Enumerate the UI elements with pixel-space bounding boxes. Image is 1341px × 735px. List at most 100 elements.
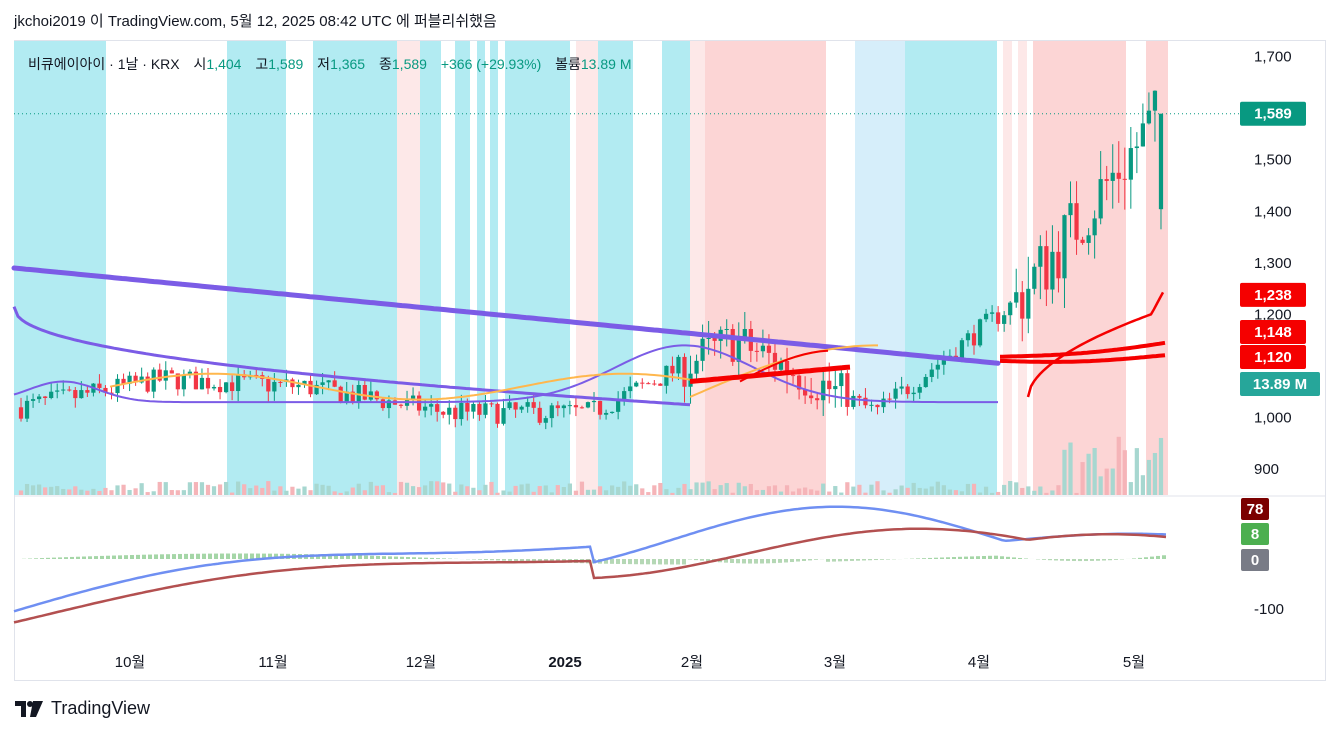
volume-bar	[175, 490, 180, 495]
volume-bar	[549, 492, 554, 495]
candle-body	[609, 411, 615, 413]
x-tick-label: 11월	[258, 654, 287, 671]
volume-bar	[525, 483, 530, 495]
volume-bar	[712, 489, 717, 495]
oscillator-histogram-bar	[628, 559, 632, 565]
candle-body	[296, 384, 301, 388]
volume-bar	[398, 481, 404, 495]
candle-body	[1152, 90, 1158, 111]
y-tick-label: 900	[1254, 461, 1279, 478]
volume-bar	[670, 492, 675, 495]
volume-bar	[694, 482, 699, 495]
candle-body	[1008, 302, 1013, 316]
oscillator-histogram-bar	[154, 554, 158, 559]
oscillator-histogram-bar	[274, 553, 278, 559]
candle-body	[109, 392, 114, 394]
oscillator-histogram-bar	[916, 558, 920, 559]
volume-bar	[1020, 487, 1025, 495]
volume-bar	[700, 482, 705, 495]
oscillator-histogram-bar	[262, 553, 266, 559]
candle-body	[676, 356, 681, 374]
candle-body	[682, 356, 687, 387]
candle-body	[941, 359, 946, 365]
oscillator-histogram-bar	[604, 559, 608, 564]
volume-bar	[736, 482, 741, 495]
candle-body	[634, 382, 639, 387]
ma-red-1238-line	[1026, 291, 1165, 398]
oscillator-histogram-bar	[70, 556, 74, 559]
volume-bar	[1068, 442, 1073, 495]
volume-bar	[531, 491, 536, 495]
background-band	[490, 41, 498, 495]
volume-bar	[833, 486, 838, 495]
volume-bar	[1038, 486, 1043, 495]
legend-close-value: 1,589	[391, 56, 427, 72]
candle-body	[1128, 148, 1133, 180]
oscillator-histogram-bar	[784, 559, 788, 563]
background-band	[705, 41, 826, 495]
oscillator-histogram-bar	[790, 559, 794, 563]
oscillator-histogram-bar	[538, 559, 542, 562]
candle-body	[977, 319, 983, 346]
volume-bar	[121, 484, 126, 495]
oscillator-histogram-bar	[346, 555, 350, 559]
oscillator-histogram-bar	[238, 553, 242, 559]
oscillator-histogram-bar	[442, 558, 446, 559]
oscillator-histogram-bar	[1102, 559, 1106, 561]
price-badge	[1240, 345, 1306, 369]
candle-body	[356, 385, 361, 402]
y-tick-label: 1,500	[1254, 152, 1292, 169]
oscillator-histogram-bar	[754, 559, 758, 564]
candle-body	[332, 380, 337, 387]
volume-bar	[730, 492, 735, 495]
candle-body	[917, 387, 922, 393]
volume-bar	[682, 483, 687, 495]
candle-body	[410, 395, 416, 399]
volume-bar	[941, 485, 946, 495]
oscillator-histogram-bar	[736, 559, 740, 564]
volume-bar	[73, 486, 78, 495]
volume-bar	[127, 489, 132, 495]
legend-symbol[interactable]: 비큐에이아이 · 1날 · KRX	[28, 56, 180, 72]
oscillator-histogram-bar	[244, 553, 248, 559]
oscillator-histogram-bar	[1132, 558, 1136, 559]
volume-bar	[49, 486, 54, 495]
oscillator-y-tick-label: -100	[1254, 601, 1284, 618]
candle-body	[742, 328, 747, 340]
volume-bar	[115, 485, 120, 495]
candle-body	[1044, 246, 1049, 290]
oscillator-histogram-bar	[802, 559, 806, 561]
oscillator-histogram-bar	[874, 559, 878, 561]
volume-bar	[266, 481, 271, 495]
volume-bar	[368, 481, 373, 495]
volume-bar	[392, 492, 398, 495]
tradingview-footer[interactable]: TradingView	[15, 698, 150, 719]
candle-body	[459, 403, 464, 420]
oscillator-histogram-bar	[826, 559, 830, 562]
candle-body	[386, 400, 392, 409]
volume-bar	[1086, 453, 1091, 495]
candle-body	[905, 386, 910, 395]
candle-body	[525, 402, 530, 407]
volume-bar	[459, 484, 464, 495]
candle-body	[989, 312, 995, 314]
volume-bar	[145, 492, 150, 495]
oscillator-histogram-bar	[100, 555, 104, 559]
candle-body	[537, 407, 542, 423]
oscillator-histogram-bar	[484, 559, 488, 560]
candle-body	[549, 405, 554, 419]
candle-body	[157, 369, 162, 381]
volume-bar	[278, 486, 283, 495]
volume-bar	[640, 488, 645, 495]
candle-body	[133, 375, 138, 383]
candle-body	[1122, 178, 1127, 180]
volume-bar	[320, 484, 325, 495]
volume-bar	[1158, 437, 1164, 495]
candle-body	[971, 333, 977, 346]
candle-body	[187, 371, 193, 375]
oscillator-histogram-bar	[208, 553, 212, 559]
volume-bar	[296, 488, 301, 495]
candle-body	[893, 388, 898, 399]
oscillator-histogram-bar	[1144, 557, 1148, 559]
